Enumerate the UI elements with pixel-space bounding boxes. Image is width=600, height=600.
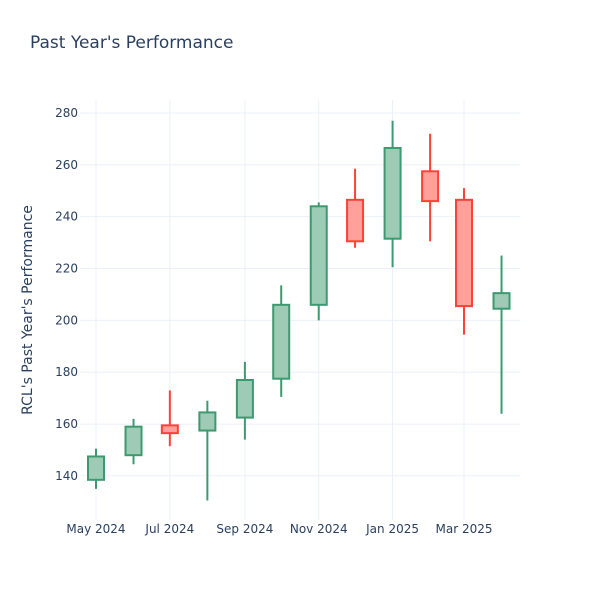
- x-tick-label: Jul 2024: [144, 522, 194, 536]
- candle-2024-07: [160, 390, 179, 447]
- candle-2025-03: [455, 188, 473, 335]
- candle-body: [309, 205, 328, 306]
- candle-body: [198, 411, 217, 432]
- y-axis-title: RCL's Past Year's Performance: [20, 205, 36, 415]
- candle-body: [383, 146, 402, 240]
- y-tick-label: 200: [55, 313, 78, 327]
- candles: [87, 120, 511, 501]
- candle-2025-01: [383, 120, 402, 268]
- x-tick-label: Nov 2024: [290, 522, 348, 536]
- candle-2024-06: [124, 418, 143, 465]
- candle-2024-05: [87, 448, 105, 489]
- candle-2024-11: [309, 202, 328, 321]
- y-tick-label: 240: [55, 210, 78, 224]
- y-tick-label: 260: [55, 158, 78, 172]
- candle-body: [455, 198, 473, 308]
- candle-2024-10: [272, 285, 291, 397]
- candle-body: [87, 455, 105, 481]
- candle-body: [160, 424, 179, 435]
- candle-2024-09: [235, 361, 254, 440]
- grid-lines: [80, 100, 520, 520]
- x-tick-label: May 2024: [66, 522, 125, 536]
- candle-body: [235, 379, 254, 419]
- candle-2024-12: [346, 168, 365, 248]
- candle-body: [421, 170, 440, 203]
- x-tick-label: Mar 2025: [436, 522, 493, 536]
- candle-2024-08: [198, 400, 217, 501]
- candle-2025-04: [492, 255, 511, 414]
- chart-title: Past Year's Performance: [30, 33, 234, 53]
- candle-body: [124, 425, 143, 457]
- y-tick-label: 220: [55, 262, 78, 276]
- candle-2025-02: [421, 133, 440, 242]
- candle-body: [272, 303, 291, 380]
- y-axis: 140 160 180 200 220 240 260 280: [55, 106, 78, 483]
- x-tick-label: Sep 2024: [216, 522, 273, 536]
- y-tick-label: 160: [55, 417, 78, 431]
- y-tick-label: 140: [55, 469, 78, 483]
- candle-body: [346, 198, 365, 243]
- y-tick-label: 180: [55, 365, 78, 379]
- x-tick-label: Jan 2025: [365, 522, 419, 536]
- x-axis: May 2024 Jul 2024 Sep 2024 Nov 2024 Jan 2025…: [66, 522, 492, 536]
- y-tick-label: 280: [55, 106, 78, 120]
- candle-body: [492, 292, 511, 310]
